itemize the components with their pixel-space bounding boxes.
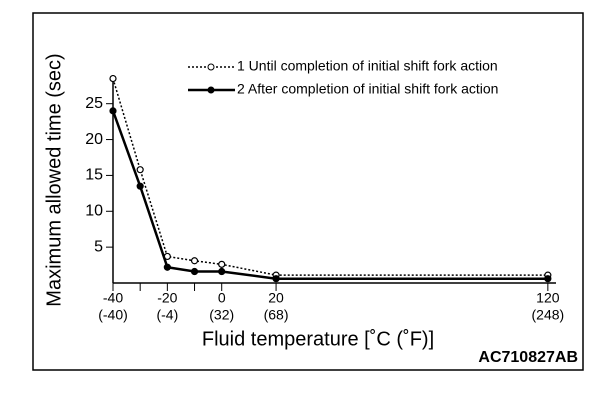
data-point bbox=[190, 257, 199, 265]
data-point bbox=[163, 263, 171, 271]
series-line bbox=[111, 110, 548, 280]
data-point bbox=[272, 275, 280, 283]
data-point bbox=[109, 74, 117, 83]
series-line bbox=[112, 78, 548, 276]
data-point bbox=[218, 267, 226, 276]
y-tick-label: 5 bbox=[94, 238, 103, 255]
x-tick-secondary-label: (-4) bbox=[156, 307, 178, 323]
data-point bbox=[109, 107, 117, 115]
y-tick-label: 10 bbox=[85, 202, 103, 219]
legend-marker bbox=[207, 86, 215, 94]
x-tick-label: -20 bbox=[157, 290, 177, 306]
figure-code: AC710827AB bbox=[478, 349, 578, 366]
x-tick-secondary-label: (248) bbox=[532, 307, 565, 323]
y-tick-label: 25 bbox=[85, 95, 103, 112]
legend-label: 2 After completion of initial shift fork… bbox=[237, 81, 498, 97]
data-point bbox=[190, 267, 199, 276]
x-tick-secondary-label: (68) bbox=[264, 307, 289, 323]
frame bbox=[32, 12, 584, 371]
data-point bbox=[544, 275, 552, 283]
x-tick-label: -40 bbox=[103, 290, 123, 306]
x-tick-label: 20 bbox=[268, 290, 284, 306]
legend-label: 1 Until completion of initial shift fork… bbox=[237, 58, 498, 74]
legend-marker bbox=[207, 63, 215, 71]
x-axis-label: Fluid temperature [˚C (˚F)] bbox=[202, 328, 434, 350]
y-tick-label: 15 bbox=[85, 167, 103, 184]
y-tick-label: 20 bbox=[85, 131, 103, 148]
x-tick-label: 0 bbox=[218, 290, 226, 306]
y-axis-label: Maximum allowed time (sec) bbox=[43, 53, 65, 306]
x-tick-label: 120 bbox=[536, 290, 560, 306]
data-point bbox=[218, 260, 226, 268]
data-point bbox=[136, 166, 144, 174]
x-tick-secondary-label: (-40) bbox=[98, 307, 128, 323]
data-point bbox=[136, 182, 144, 190]
x-tick-secondary-label: (32) bbox=[209, 307, 234, 323]
